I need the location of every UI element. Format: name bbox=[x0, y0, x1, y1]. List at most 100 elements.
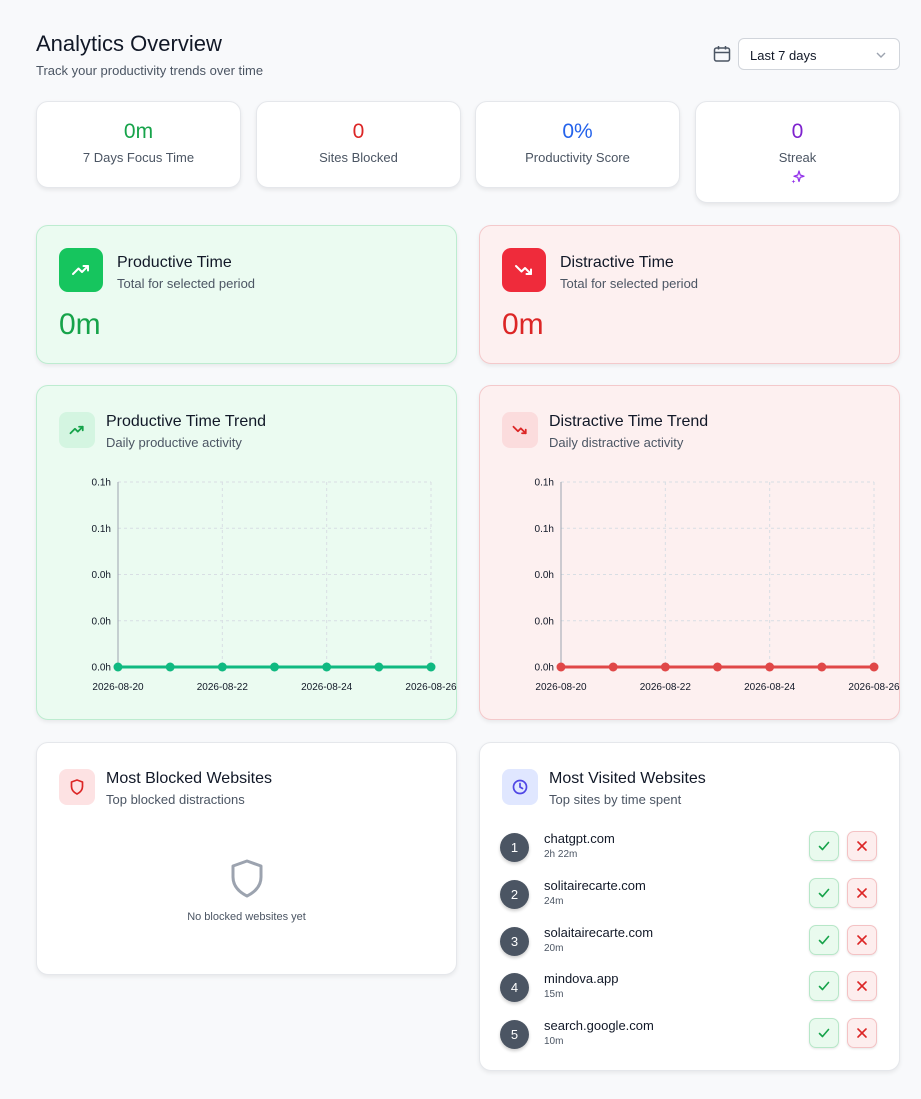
check-icon bbox=[818, 841, 830, 851]
trend-down-icon bbox=[502, 412, 538, 448]
date-range-value: Last 7 days bbox=[750, 48, 817, 63]
shield-icon bbox=[59, 769, 95, 805]
empty-state-text: No blocked websites yet bbox=[187, 911, 306, 923]
data-point bbox=[374, 662, 384, 672]
close-icon bbox=[857, 981, 867, 992]
check-icon bbox=[818, 888, 830, 898]
trend-up-icon bbox=[59, 412, 95, 448]
x-tick-label: 2026-08-24 bbox=[301, 682, 353, 693]
mark-distracting-button[interactable] bbox=[847, 1018, 877, 1049]
card-subtitle: Daily distractive activity bbox=[549, 435, 684, 450]
list-item: 3 solaitairecarte.com 20m bbox=[500, 924, 880, 969]
x-tick-label: 2026-08-20 bbox=[535, 682, 587, 693]
most-visited-card: Most Visited Websites Top sites by time … bbox=[479, 742, 900, 1071]
data-point bbox=[165, 662, 175, 672]
x-tick-label: 2026-08-20 bbox=[92, 682, 144, 693]
card-subtitle: Total for selected period bbox=[117, 276, 256, 291]
data-point bbox=[113, 662, 123, 672]
check-icon bbox=[818, 935, 830, 944]
card-subtitle: Total for selected period bbox=[560, 276, 699, 291]
y-tick-label: 0.1h bbox=[92, 478, 111, 489]
mark-productive-button[interactable] bbox=[809, 971, 839, 1002]
distractive-trend-card: Distractive Time Trend Daily distractive… bbox=[479, 385, 900, 720]
site-time: 15m bbox=[544, 989, 564, 1001]
y-tick-label: 0.1h bbox=[92, 524, 111, 535]
y-tick-label: 0.0h bbox=[92, 570, 111, 581]
x-tick-label: 2026-08-24 bbox=[744, 682, 796, 693]
stat-card-focus-time: 0m 7 Days Focus Time bbox=[36, 101, 241, 188]
card-title: Most Blocked Websites bbox=[106, 770, 272, 787]
card-title: Distractive Time bbox=[560, 254, 674, 271]
close-icon bbox=[857, 841, 867, 851]
mark-productive-button[interactable] bbox=[809, 877, 839, 908]
distractive-time-value: 0m bbox=[502, 308, 544, 341]
card-subtitle: Top blocked distractions bbox=[106, 792, 245, 807]
data-point bbox=[765, 662, 775, 672]
x-tick-label: 2026-08-22 bbox=[197, 682, 249, 693]
list-item: 1 chatgpt.com 2h 22m bbox=[500, 831, 880, 875]
clock-icon bbox=[502, 769, 538, 805]
calendar-icon bbox=[713, 46, 731, 62]
mark-productive-button[interactable] bbox=[809, 924, 839, 955]
data-point bbox=[713, 662, 722, 672]
x-tick-label: 2026-08-22 bbox=[640, 682, 692, 693]
data-point bbox=[217, 662, 227, 672]
data-point bbox=[322, 662, 332, 672]
y-tick-label: 0.1h bbox=[535, 478, 554, 489]
stat-value: 0 bbox=[352, 120, 365, 143]
stat-card-streak: 0 Streak bbox=[695, 101, 900, 203]
data-point bbox=[556, 662, 566, 672]
check-icon bbox=[818, 982, 830, 991]
site-name: solaitairecarte.com bbox=[544, 924, 654, 940]
page-title: Analytics Overview bbox=[36, 31, 222, 56]
card-subtitle: Daily productive activity bbox=[106, 435, 242, 450]
date-range-select[interactable]: Last 7 days bbox=[738, 38, 900, 70]
mark-productive-button[interactable] bbox=[809, 1018, 839, 1049]
data-point bbox=[608, 662, 618, 672]
mark-distracting-button[interactable] bbox=[847, 971, 877, 1002]
y-tick-label: 0.0h bbox=[535, 663, 554, 674]
site-name: solitairecarte.com bbox=[544, 877, 646, 893]
data-point bbox=[270, 662, 279, 672]
data-point bbox=[660, 662, 670, 672]
mark-distracting-button[interactable] bbox=[847, 831, 877, 861]
rank-badge: 2 bbox=[500, 879, 529, 909]
rank-badge: 4 bbox=[500, 973, 529, 1003]
stat-card-productivity-score: 0% Productivity Score bbox=[475, 101, 680, 188]
productive-time-value: 0m bbox=[59, 308, 101, 341]
trend-up-icon bbox=[59, 248, 103, 292]
list-item: 2 solitairecarte.com 24m bbox=[500, 877, 880, 922]
data-point bbox=[426, 662, 436, 672]
productive-time-card: Productive Time Total for selected perio… bbox=[36, 225, 457, 364]
chevron-down-icon bbox=[876, 52, 886, 58]
mark-distracting-button[interactable] bbox=[847, 924, 877, 955]
y-tick-label: 0.0h bbox=[92, 616, 111, 627]
close-icon bbox=[857, 934, 867, 945]
stat-value: 0m bbox=[123, 120, 154, 143]
y-tick-label: 0.1h bbox=[535, 524, 554, 535]
rank-badge: 3 bbox=[500, 926, 529, 956]
productive-trend-card: Productive Time Trend Daily productive a… bbox=[36, 385, 457, 720]
y-tick-label: 0.0h bbox=[535, 570, 554, 581]
close-icon bbox=[857, 887, 867, 898]
site-time: 20m bbox=[544, 942, 564, 954]
productive-trend-chart: 0.1h 0.1h 0.0h 0.0h 0.0h 2026-08-20 2026-08-22… bbox=[92, 478, 457, 694]
stat-label: Streak bbox=[778, 150, 817, 165]
close-icon bbox=[857, 1028, 867, 1038]
card-title: Distractive Time Trend bbox=[549, 413, 709, 430]
site-name: chatgpt.com bbox=[544, 831, 615, 846]
distractive-trend-chart: 0.1h 0.1h 0.0h 0.0h 0.0h 2026-08-20 2026-08-22… bbox=[535, 478, 900, 694]
distractive-time-card: Distractive Time Total for selected peri… bbox=[479, 225, 900, 364]
stat-value: 0% bbox=[562, 120, 593, 143]
x-tick-label: 2026-08-26 bbox=[848, 682, 900, 693]
site-time: 10m bbox=[544, 1036, 564, 1048]
card-title: Productive Time bbox=[117, 254, 232, 271]
data-point bbox=[817, 662, 827, 672]
list-item: 5 search.google.com 10m bbox=[500, 1018, 880, 1062]
card-subtitle: Top sites by time spent bbox=[549, 792, 682, 807]
mark-distracting-button[interactable] bbox=[847, 877, 877, 908]
data-point bbox=[869, 662, 879, 672]
most-blocked-card: Most Blocked Websites Top blocked distra… bbox=[36, 742, 457, 975]
site-name: mindova.app bbox=[544, 971, 619, 987]
mark-productive-button[interactable] bbox=[809, 831, 839, 861]
